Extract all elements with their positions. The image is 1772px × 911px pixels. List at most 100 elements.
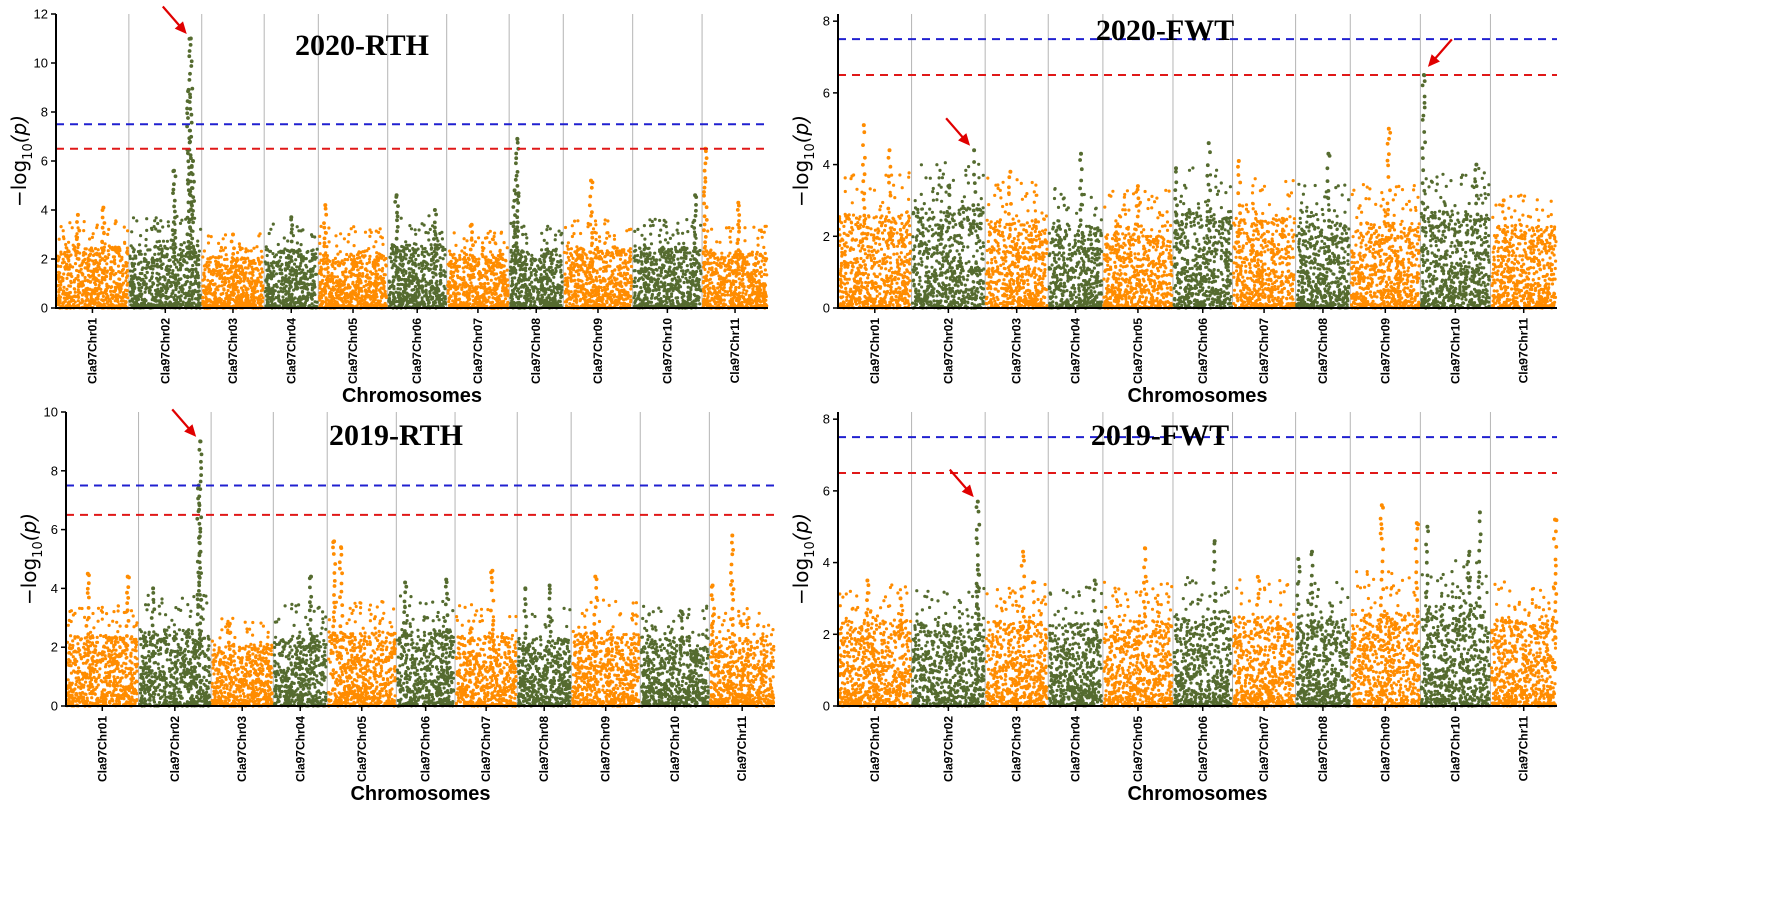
snp-point (308, 627, 312, 631)
snp-points-Cla97Chr07 (1232, 159, 1296, 310)
snp-peak-Cla97Chr10-3 (1466, 549, 1473, 628)
snp-point (402, 610, 407, 614)
snp-point (515, 259, 520, 263)
snp-point (866, 635, 870, 640)
snp-points-Cla97Chr05 (327, 539, 397, 708)
snp-point (1173, 228, 1178, 233)
snp-point (736, 248, 741, 253)
snp-peak-top (1079, 151, 1083, 156)
snp-point (1474, 201, 1478, 206)
snp-point (693, 232, 697, 237)
snp-point (1079, 240, 1084, 244)
snp-point (1092, 608, 1097, 613)
snp-point (102, 221, 107, 225)
snp-point (443, 584, 448, 589)
snp-baseline-Cla97Chr03 (984, 176, 1049, 310)
snp-point (491, 627, 495, 632)
snp-point (588, 194, 593, 199)
snp-peak-top (679, 609, 684, 614)
snp-point (403, 642, 408, 647)
snp-peak-top (1467, 549, 1472, 554)
snp-point (730, 579, 734, 583)
snp-baseline-Cla97Chr06 (387, 214, 448, 310)
snp-points-Cla97Chr07 (446, 222, 510, 310)
snp-point (339, 637, 344, 642)
snp-point (971, 208, 976, 213)
snp-point (151, 597, 156, 602)
snp-point (445, 613, 450, 618)
snp-point (1474, 184, 1479, 189)
snp-point (1094, 582, 1098, 586)
snp-peak-top (547, 583, 552, 588)
snp-point (1211, 581, 1216, 585)
snp-peak-Cla97Chr06-2 (1173, 166, 1179, 233)
snp-point (736, 237, 740, 242)
snp-point (1207, 228, 1212, 233)
snp-point (333, 605, 337, 610)
snp-point (185, 232, 190, 237)
snp-point (731, 644, 735, 649)
snp-point (187, 136, 192, 141)
snp-peak-top (861, 123, 866, 128)
snp-point (309, 604, 313, 609)
snp-point (947, 205, 952, 210)
snp-point (703, 161, 708, 166)
snp-point (171, 187, 176, 192)
snp-point (1378, 617, 1383, 622)
snp-point (1007, 175, 1012, 180)
snp-point (443, 602, 448, 607)
snp-point (1421, 201, 1426, 206)
snp-point (188, 153, 193, 158)
snp-point (433, 225, 437, 230)
snp-baseline-Cla97Chr06 (1172, 166, 1234, 310)
snp-point (195, 516, 200, 521)
annotation-arrow (171, 408, 197, 437)
snp-point (702, 193, 706, 198)
snp-points-Cla97Chr08 (1295, 549, 1351, 708)
snp-point (289, 239, 294, 244)
x-axis-title: Chromosomes (1127, 385, 1267, 407)
snp-point (190, 86, 195, 91)
snp-point (1327, 224, 1331, 229)
snp-point (1213, 591, 1218, 596)
snp-point (290, 227, 294, 232)
snp-point (692, 241, 697, 246)
snp-point (516, 191, 521, 196)
snp-point (735, 261, 739, 265)
snp-point (513, 227, 518, 232)
snp-point (197, 589, 201, 593)
y-axis-title-prefix: −log (789, 160, 813, 207)
y-tick-label: 2 (823, 627, 830, 642)
snp-point (150, 623, 155, 628)
snp-peak-top (101, 205, 106, 210)
snp-point (523, 636, 528, 640)
snp-point (866, 623, 871, 627)
snp-point (1414, 580, 1419, 585)
snp-peak-top (946, 184, 951, 189)
snp-point (443, 634, 448, 638)
snp-point (704, 156, 709, 161)
snp-point (592, 612, 597, 617)
snp-point (710, 597, 715, 602)
snp-point (100, 225, 105, 230)
x-tick-label: Cla97Chr04 (1069, 318, 1083, 384)
snp-point (702, 214, 707, 219)
snp-baseline-Cla97Chr07 (1232, 578, 1296, 708)
snp-point (731, 587, 736, 591)
snp-point (189, 120, 194, 125)
snp-point (702, 168, 707, 173)
snp-point (1327, 218, 1331, 223)
snp-point (693, 245, 697, 250)
snp-point (1554, 529, 1558, 534)
snp-point (85, 639, 90, 644)
snp-point (199, 615, 204, 620)
snp-baseline-Cla97Chr02 (138, 593, 212, 708)
snp-point (513, 254, 518, 258)
snp-point (290, 248, 294, 253)
snp-point (190, 172, 195, 177)
snp-point (339, 630, 343, 635)
snp-point (192, 179, 196, 184)
snp-point (1422, 101, 1427, 105)
snp-point (1237, 228, 1242, 232)
x-tick-label: Cla97Chr11 (728, 318, 742, 384)
